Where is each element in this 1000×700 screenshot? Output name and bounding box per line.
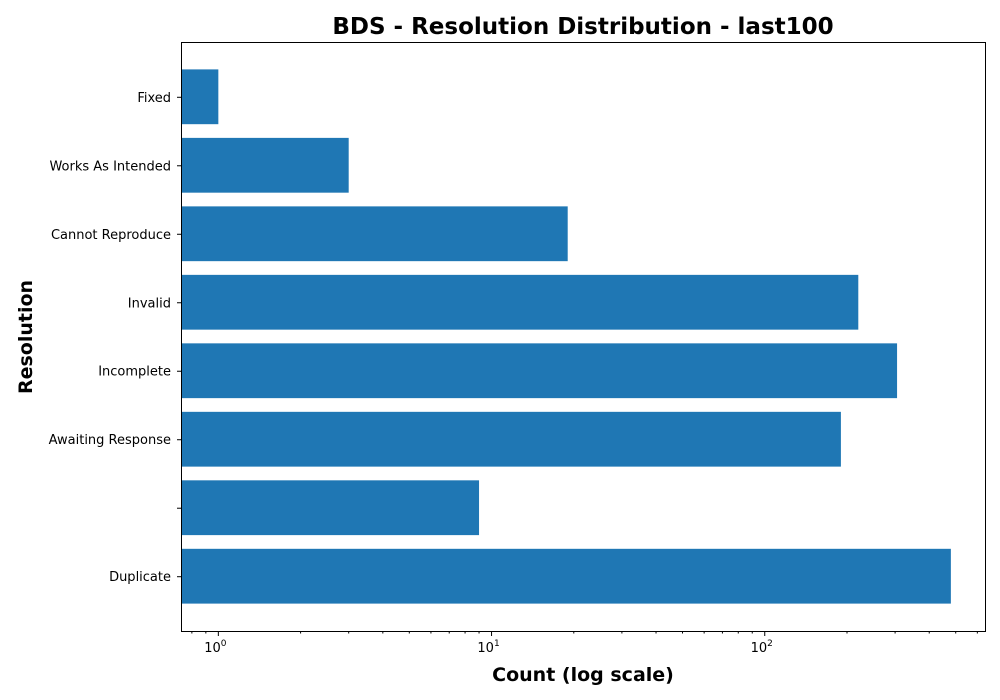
y-tick-label: Awaiting Response <box>49 433 171 448</box>
bar <box>181 480 480 536</box>
bars-group <box>181 69 951 604</box>
x-tick-label: 100 <box>204 639 227 656</box>
x-tick-label: 102 <box>751 639 773 656</box>
y-tick-label: Fixed <box>137 91 171 106</box>
y-axis-label: Resolution <box>15 280 37 394</box>
x-axis-label: Count (log scale) <box>492 664 674 686</box>
bar <box>181 411 841 467</box>
plot-frame <box>181 42 986 632</box>
bar <box>181 274 859 330</box>
y-tick-label: Incomplete <box>98 365 171 380</box>
y-tick-label: Invalid <box>128 296 171 311</box>
y-tick-label: Duplicate <box>109 570 171 585</box>
bar <box>181 343 898 399</box>
chart-title: BDS - Resolution Distribution - last100 <box>332 14 833 40</box>
y-tick-label: Cannot Reproduce <box>51 228 171 243</box>
bar <box>181 69 219 125</box>
x-tick-label: 101 <box>477 639 499 656</box>
bar <box>181 548 951 604</box>
y-tick-label: Works As Intended <box>49 159 171 174</box>
x-axis-ticks: 100 101 102 <box>191 631 978 656</box>
y-axis-ticks: Duplicate Awaiting Response Incomplete Inva… <box>49 91 181 585</box>
bar <box>181 206 568 262</box>
bar <box>181 137 349 193</box>
